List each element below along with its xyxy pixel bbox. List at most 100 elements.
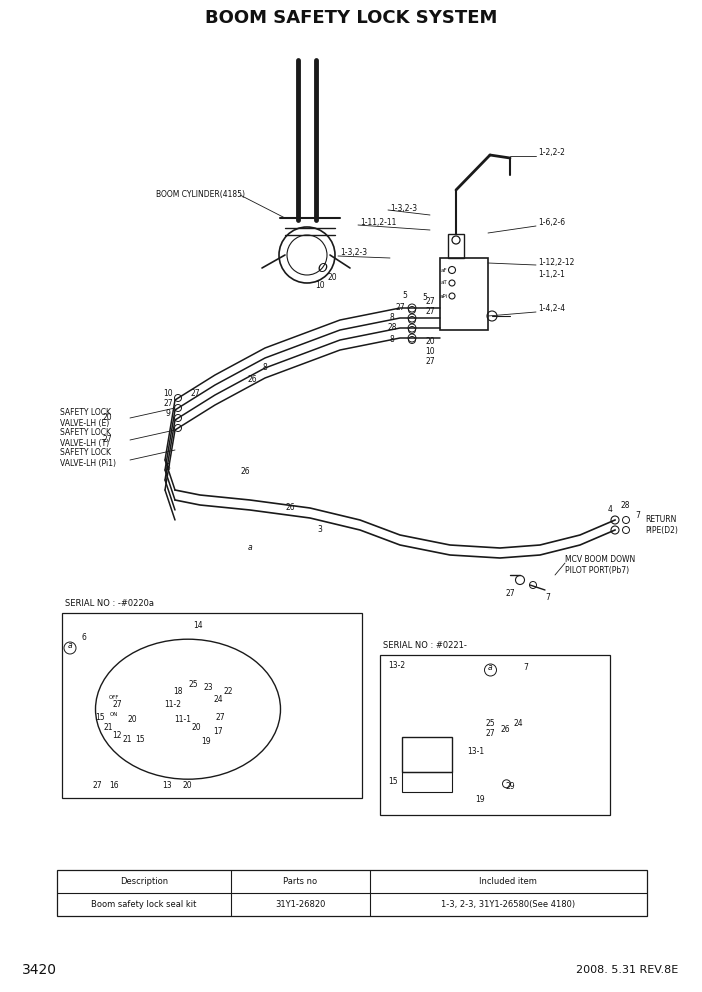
Text: 1-1,2-1: 1-1,2-1	[538, 271, 565, 280]
Text: 2008. 5.31 REV.8E: 2008. 5.31 REV.8E	[576, 965, 678, 975]
Text: 27: 27	[425, 357, 435, 366]
Text: 27: 27	[190, 389, 200, 398]
Text: 27: 27	[112, 699, 122, 708]
Text: 27: 27	[505, 589, 515, 598]
Text: 24: 24	[514, 719, 523, 728]
Text: 18: 18	[173, 686, 183, 695]
Text: 7: 7	[545, 593, 550, 602]
Text: 14: 14	[193, 621, 203, 630]
Text: 7: 7	[523, 663, 528, 672]
Text: 8: 8	[390, 313, 395, 322]
Text: 26: 26	[240, 467, 250, 476]
Text: 15: 15	[135, 735, 145, 744]
Text: aPi: aPi	[440, 294, 448, 299]
Text: 27: 27	[92, 782, 102, 791]
Text: MCV BOOM DOWN
PILOT PORT(Pb7): MCV BOOM DOWN PILOT PORT(Pb7)	[565, 556, 635, 574]
Text: O: O	[317, 262, 327, 275]
Text: 20: 20	[127, 714, 137, 724]
Bar	[402, 737, 452, 772]
Text: 8: 8	[166, 463, 171, 472]
Text: 20: 20	[102, 414, 112, 423]
Text: 26: 26	[501, 725, 510, 734]
Text: 27: 27	[486, 729, 496, 738]
Text: 15: 15	[388, 778, 397, 787]
Text: Description: Description	[120, 877, 168, 886]
Text: 25: 25	[486, 719, 496, 728]
Text: a: a	[67, 641, 72, 650]
Text: 20: 20	[191, 723, 201, 732]
Text: 20: 20	[327, 274, 337, 283]
Text: 31Y1-26820: 31Y1-26820	[275, 900, 326, 909]
Text: 1-11,2-11: 1-11,2-11	[360, 217, 397, 226]
Text: 11-1: 11-1	[175, 714, 192, 724]
Text: 27: 27	[102, 435, 112, 444]
Text: 27: 27	[395, 304, 405, 312]
Text: 7: 7	[635, 511, 640, 520]
Text: SERIAL NO : #0221-: SERIAL NO : #0221-	[383, 641, 467, 650]
Text: ON: ON	[110, 711, 118, 716]
Text: 1-2,2-2: 1-2,2-2	[538, 148, 565, 157]
Text: 20: 20	[425, 337, 435, 346]
Bar	[57, 870, 647, 916]
Text: BOOM CYLINDER(4185): BOOM CYLINDER(4185)	[156, 190, 245, 199]
Text: 10: 10	[315, 281, 325, 290]
Text: 13: 13	[162, 782, 172, 791]
Text: 19: 19	[201, 737, 211, 746]
Text: 1-6,2-6: 1-6,2-6	[538, 217, 565, 226]
Text: Included item: Included item	[479, 877, 537, 886]
Bar	[380, 655, 610, 815]
Text: 19: 19	[476, 796, 485, 805]
Text: 8: 8	[263, 363, 267, 373]
Bar	[402, 772, 452, 792]
Text: SERIAL NO : -#0220a: SERIAL NO : -#0220a	[65, 599, 154, 608]
Text: 23: 23	[203, 682, 213, 691]
Text: 27: 27	[425, 298, 435, 307]
Text: 21: 21	[122, 735, 132, 744]
Text: 3420: 3420	[22, 963, 57, 977]
Text: 26: 26	[247, 376, 257, 385]
Text: BOOM SAFETY LOCK SYSTEM: BOOM SAFETY LOCK SYSTEM	[205, 9, 497, 27]
Text: aF: aF	[441, 268, 447, 273]
Text: Boom safety lock seal kit: Boom safety lock seal kit	[91, 900, 197, 909]
Text: 25: 25	[188, 680, 198, 688]
Text: Parts no: Parts no	[284, 877, 317, 886]
Text: 21: 21	[103, 723, 113, 732]
Text: 28: 28	[388, 323, 397, 332]
Text: 24: 24	[213, 694, 223, 703]
Bar	[62, 613, 362, 798]
Text: 17: 17	[213, 727, 223, 736]
Text: 20: 20	[183, 782, 192, 791]
Bar	[448, 234, 464, 258]
Text: 3: 3	[317, 526, 322, 535]
Text: RETURN
PIPE(D2): RETURN PIPE(D2)	[645, 515, 678, 535]
Text: 1-12,2-12: 1-12,2-12	[538, 259, 574, 268]
Text: 13-1: 13-1	[467, 747, 484, 756]
Bar	[440, 258, 488, 330]
Text: 9: 9	[166, 409, 171, 418]
Text: 1-4,2-4: 1-4,2-4	[538, 304, 565, 312]
Text: 5: 5	[423, 294, 428, 303]
Text: 11-2: 11-2	[164, 699, 182, 708]
Text: 28: 28	[621, 501, 630, 510]
Text: 8: 8	[390, 335, 395, 344]
Text: SAFETY LOCK
VALVE-LH (E): SAFETY LOCK VALVE-LH (E)	[60, 409, 111, 428]
Text: 27: 27	[163, 399, 173, 408]
Text: 26: 26	[285, 504, 295, 513]
Text: aT: aT	[441, 281, 447, 286]
Text: 10: 10	[163, 389, 173, 398]
Text: a: a	[488, 663, 493, 672]
Text: 13-2: 13-2	[388, 661, 405, 670]
Text: 27: 27	[425, 308, 435, 316]
Text: 5: 5	[402, 291, 407, 300]
Text: 1-3,2-3: 1-3,2-3	[340, 249, 367, 258]
Text: a: a	[248, 544, 252, 553]
Text: 22: 22	[223, 686, 233, 695]
Text: 10: 10	[425, 347, 435, 356]
Text: 1-3, 2-3, 31Y1-26580(See 4180): 1-3, 2-3, 31Y1-26580(See 4180)	[442, 900, 576, 909]
Text: 6: 6	[81, 634, 86, 643]
Text: 27: 27	[216, 712, 225, 722]
Text: 15: 15	[95, 712, 105, 722]
Text: SAFETY LOCK
VALVE-LH (T): SAFETY LOCK VALVE-LH (T)	[60, 429, 111, 447]
Text: SAFETY LOCK
VALVE-LH (Pi1): SAFETY LOCK VALVE-LH (Pi1)	[60, 448, 116, 467]
Text: 4: 4	[607, 506, 612, 515]
